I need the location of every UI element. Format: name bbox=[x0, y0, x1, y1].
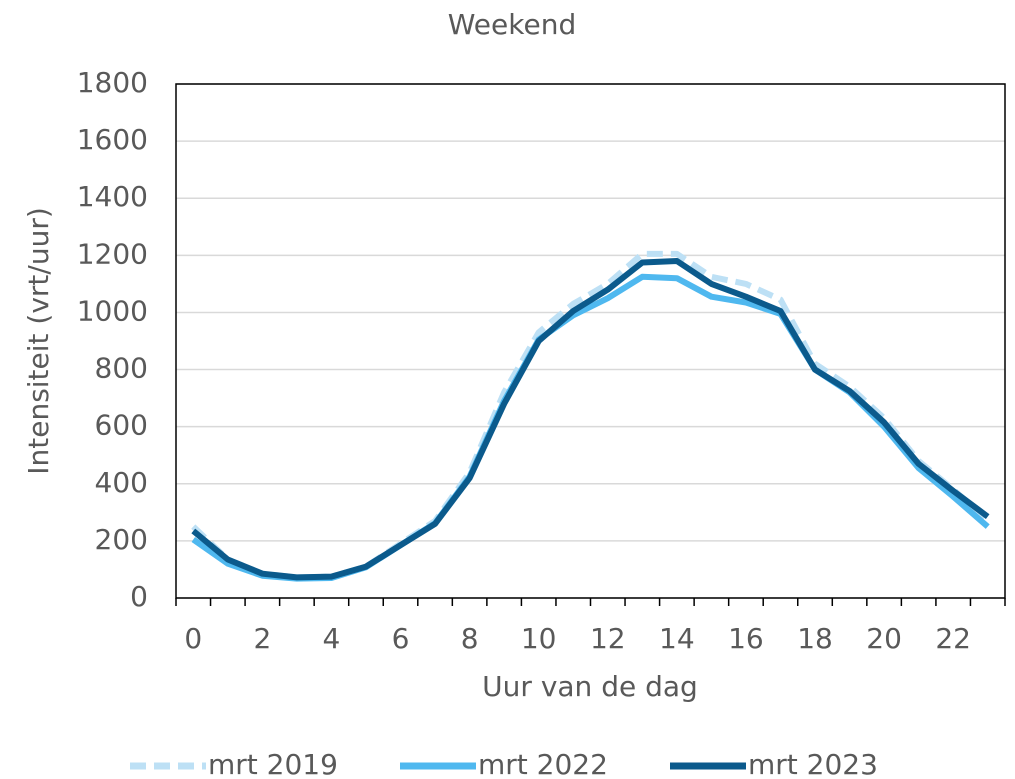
x-tick-label: 12 bbox=[590, 622, 626, 655]
y-tick-label: 600 bbox=[95, 409, 148, 442]
x-tick-label: 0 bbox=[184, 622, 202, 655]
x-tick-label: 10 bbox=[521, 622, 557, 655]
y-tick-label: 1800 bbox=[77, 66, 148, 99]
x-tick-label: 16 bbox=[728, 622, 764, 655]
series-line bbox=[191, 273, 990, 582]
chart-title: Weekend bbox=[448, 8, 576, 41]
x-tick-label: 22 bbox=[935, 622, 971, 655]
x-tick-label: 6 bbox=[392, 622, 410, 655]
plot-frame bbox=[175, 83, 1006, 599]
y-tick-label: 400 bbox=[95, 466, 148, 499]
x-tick-label: 14 bbox=[659, 622, 695, 655]
x-tick-label: 18 bbox=[797, 622, 833, 655]
y-tick-label: 0 bbox=[130, 580, 148, 613]
y-axis-label: Intensiteit (vrt/uur) bbox=[22, 207, 55, 475]
x-tick-label: 2 bbox=[253, 622, 271, 655]
legend-label: mrt 2022 bbox=[478, 748, 608, 779]
legend-label: mrt 2023 bbox=[748, 748, 878, 779]
y-tick-label: 1400 bbox=[77, 180, 148, 213]
x-tick-label: 20 bbox=[866, 622, 902, 655]
y-tick-label: 800 bbox=[95, 352, 148, 385]
y-tick-label: 1000 bbox=[77, 294, 148, 327]
y-tick-label: 1600 bbox=[77, 123, 148, 156]
series-line bbox=[191, 258, 990, 581]
legend-label: mrt 2019 bbox=[208, 748, 338, 779]
y-tick-label: 1200 bbox=[77, 237, 148, 270]
x-tick-label: 4 bbox=[323, 622, 341, 655]
y-tick-label: 200 bbox=[95, 523, 148, 556]
x-axis-label: Uur van de dag bbox=[482, 670, 698, 703]
x-tick-label: 8 bbox=[461, 622, 479, 655]
